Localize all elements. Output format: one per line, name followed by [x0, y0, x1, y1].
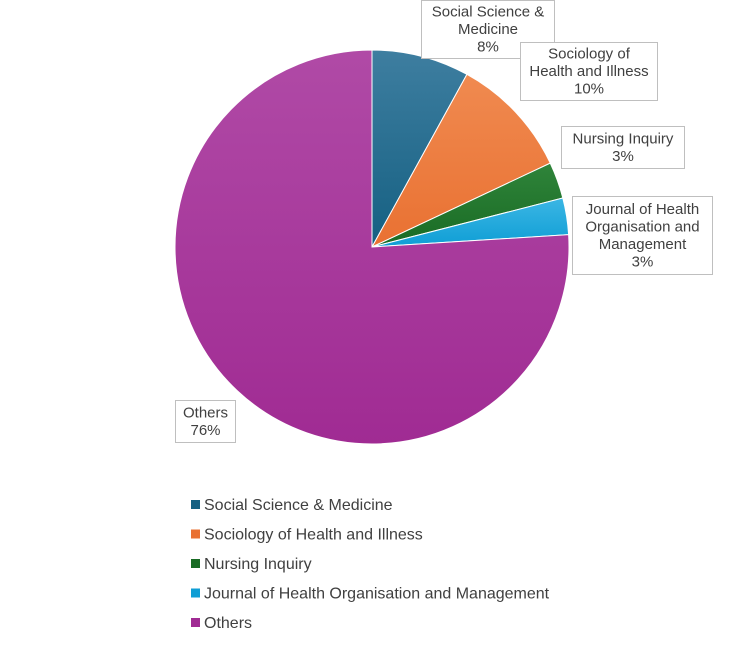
data-label-text: 76% [190, 422, 220, 439]
legend-swatch [191, 529, 200, 539]
data-label-box [561, 126, 685, 169]
legend-label: Journal of Health Organisation and Manag… [204, 586, 550, 603]
data-label-text: Sociology of [548, 46, 631, 63]
data-label-text: 3% [612, 148, 634, 165]
data-label-text: 8% [477, 39, 499, 56]
pie-slice-sociology-of-health-and-illness [370, 73, 551, 249]
data-label-text: Management [599, 236, 687, 253]
legend-item-others: Others [191, 615, 252, 632]
data-label-text: Organisation and [585, 218, 699, 235]
data-label-text: Health and Illness [529, 63, 648, 80]
legend-item-nursing-inquiry: Nursing Inquiry [191, 556, 312, 573]
legend-swatch [191, 559, 200, 568]
data-label-text: 3% [632, 253, 654, 270]
data-label-text: Social Science & [432, 4, 545, 21]
legend-swatch [191, 588, 200, 598]
legend-item-journal-of-health-organisation-and-management: Journal of Health Organisation and Manag… [191, 586, 550, 603]
pie-slices [174, 49, 570, 445]
data-label-text: Nursing Inquiry [573, 130, 674, 147]
pie-slice-social-science-medicine [371, 49, 468, 248]
data-label-box [520, 42, 658, 101]
legend-swatch [191, 500, 200, 509]
data-label-box [175, 400, 236, 443]
legend-item-sociology-of-health-and-illness: Sociology of Health and Illness [191, 527, 423, 544]
data-label-box [572, 196, 713, 275]
legend-swatch [191, 618, 200, 627]
legend-item-social-science-medicine: Social Science & Medicine [191, 497, 393, 514]
legend-label: Others [204, 615, 252, 632]
data-label-text: 10% [574, 81, 604, 98]
pie-slice-others [174, 49, 570, 445]
legend-label: Nursing Inquiry [204, 556, 312, 573]
legend-label: Sociology of Health and Illness [204, 527, 423, 544]
legend-label: Social Science & Medicine [204, 497, 393, 514]
chart-legend: Social Science & Medicine Sociology of He… [191, 497, 550, 632]
data-label-text: Journal of Health [586, 201, 699, 218]
data-label-text: Medicine [458, 21, 518, 38]
data-label-text: Others [183, 404, 228, 421]
